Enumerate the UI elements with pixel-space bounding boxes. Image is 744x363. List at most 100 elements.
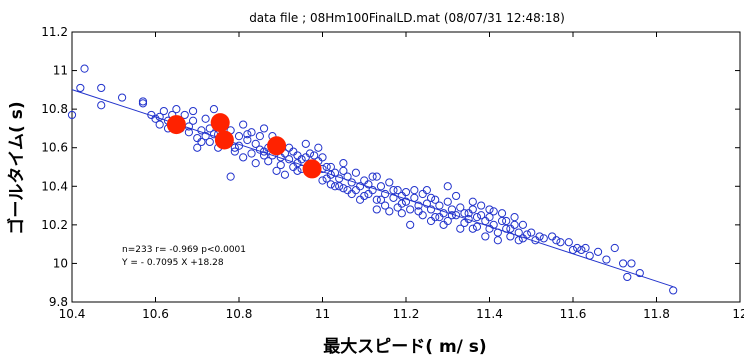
data-point — [289, 162, 298, 172]
data-point — [272, 166, 281, 175]
x-tick-label: 10.8 — [226, 307, 253, 321]
chart-title: data file ; 08Hm100FinalLD.mat (08/07/31… — [249, 11, 565, 25]
data-point — [301, 139, 310, 148]
data-point — [243, 130, 252, 139]
x-tick-label: 11.2 — [393, 307, 420, 321]
regression-equation: Y = - 0.7095 X +18.28 — [121, 258, 224, 268]
data-point — [197, 126, 206, 135]
data-point — [118, 93, 127, 102]
data-point — [226, 172, 235, 181]
data-point — [305, 149, 315, 158]
highlight-point — [210, 113, 230, 133]
data-point — [510, 213, 519, 222]
data-point — [414, 207, 423, 216]
data-point — [326, 162, 335, 172]
data-point — [234, 132, 244, 141]
x-tick-label: 10.6 — [142, 307, 169, 321]
data-point — [193, 143, 202, 152]
y-tick-label: 10.8 — [41, 102, 68, 116]
data-point — [201, 114, 210, 123]
y-axis-title: ゴールタイム( s) — [6, 101, 27, 234]
data-point — [188, 106, 198, 116]
data-point — [506, 224, 515, 233]
data-point — [489, 207, 498, 216]
data-point — [385, 178, 394, 187]
data-point — [138, 99, 148, 108]
data-point — [172, 105, 181, 114]
data-point — [205, 137, 214, 147]
data-point — [514, 236, 523, 245]
data-point — [502, 216, 511, 226]
x-tick-label: 11 — [315, 307, 330, 321]
data-point — [481, 232, 490, 241]
data-point — [623, 272, 632, 282]
data-point — [97, 83, 106, 93]
data-point — [239, 153, 248, 162]
data-point — [468, 197, 477, 206]
data-point — [410, 186, 419, 195]
data-point — [67, 110, 77, 120]
data-point — [251, 159, 260, 168]
data-point — [556, 238, 565, 247]
data-point — [397, 209, 406, 218]
data-point — [289, 147, 298, 156]
data-point — [339, 184, 348, 193]
data-point — [364, 189, 373, 199]
data-point — [247, 128, 256, 137]
data-point — [155, 112, 164, 121]
data-point — [418, 189, 427, 199]
data-point — [381, 189, 390, 199]
data-point — [426, 193, 436, 202]
data-point — [330, 182, 340, 191]
data-point — [372, 205, 381, 214]
data-point — [610, 243, 619, 253]
data-point — [184, 128, 193, 137]
data-point — [326, 170, 335, 179]
data-point — [426, 205, 436, 214]
data-point — [431, 195, 440, 204]
data-point — [376, 182, 386, 191]
data-point — [619, 259, 628, 268]
data-point — [477, 211, 486, 220]
data-point — [343, 186, 352, 195]
data-point — [301, 153, 310, 162]
data-point — [468, 205, 477, 214]
data-point — [627, 259, 636, 268]
data-point — [280, 170, 290, 179]
data-point — [297, 155, 306, 164]
data-point — [514, 228, 523, 237]
highlight-point — [302, 159, 322, 179]
data-point — [339, 159, 348, 168]
data-point — [372, 172, 381, 181]
data-point — [535, 232, 544, 241]
data-point — [193, 133, 202, 143]
data-point — [497, 209, 507, 218]
data-point — [497, 216, 507, 226]
data-point — [510, 220, 519, 229]
data-point — [439, 209, 448, 218]
data-point — [447, 205, 457, 214]
data-point — [372, 195, 381, 204]
data-point — [314, 143, 323, 152]
data-point — [285, 155, 294, 164]
y-tick-label: 10.4 — [41, 179, 68, 193]
data-point — [381, 201, 390, 210]
data-point — [568, 245, 578, 255]
data-point — [80, 64, 89, 73]
data-point — [351, 168, 360, 177]
y-tick-label: 10.2 — [41, 218, 68, 232]
data-point — [76, 83, 85, 93]
data-point — [335, 182, 344, 191]
y-tick-label: 10 — [53, 256, 68, 270]
data-point — [243, 135, 252, 145]
data-point — [531, 236, 540, 245]
data-point — [447, 211, 457, 220]
data-point — [276, 160, 285, 170]
x-axis-ticks: 10.4 10.6 10.8 11 11.2 11.4 11.6 11.8 12 — [59, 32, 744, 321]
data-point — [506, 232, 515, 241]
data-point — [326, 180, 335, 189]
data-point — [401, 187, 411, 197]
data-point — [318, 153, 327, 162]
data-point — [443, 197, 452, 206]
